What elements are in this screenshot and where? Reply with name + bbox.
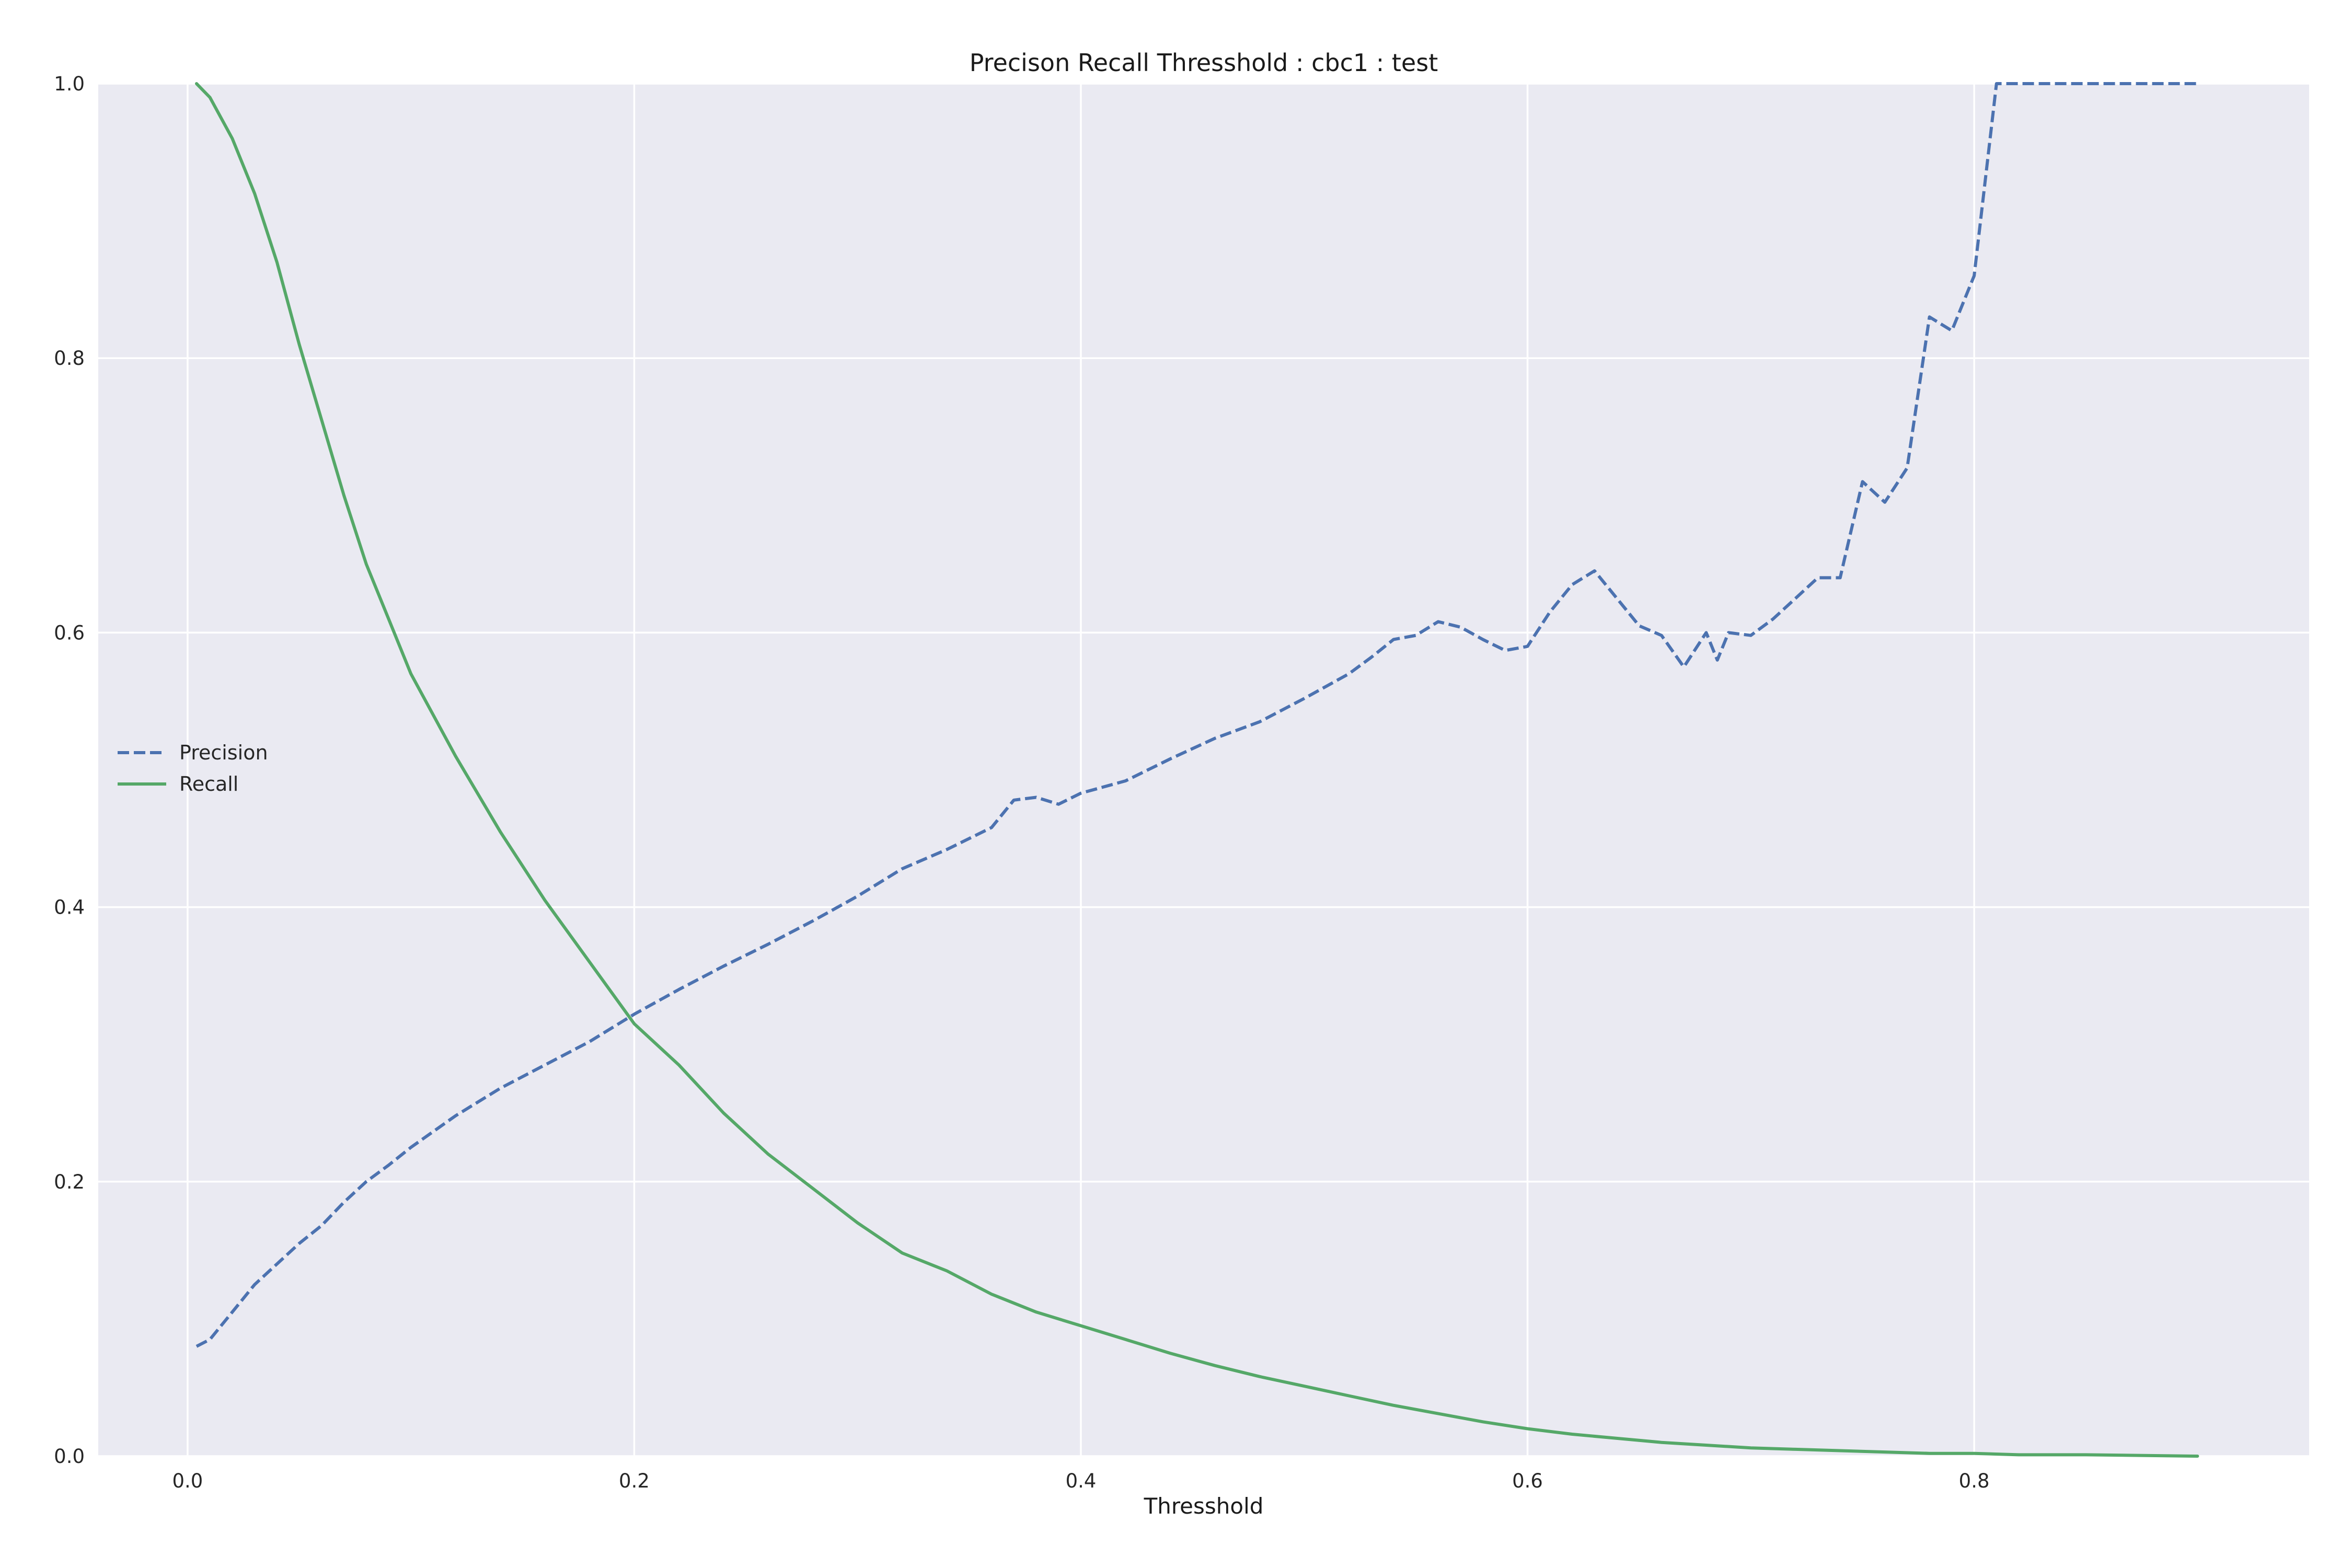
legend-recall-label: Recall xyxy=(179,773,238,795)
y-tick-label: 0.4 xyxy=(54,896,85,919)
x-tick-label: 0.2 xyxy=(619,1470,650,1492)
legend-precision-label: Precision xyxy=(179,741,268,764)
tick-labels: 0.0 0.2 0.4 0.6 0.8 0.0 0.2 0.4 0.6 0.8 1.0 xyxy=(54,73,1989,1492)
x-tick-label: 0.0 xyxy=(172,1470,203,1492)
precision-line xyxy=(195,82,2198,1348)
x-tick-label: 0.8 xyxy=(1959,1470,1990,1492)
y-tick-label: 0.6 xyxy=(54,621,85,644)
recall-line xyxy=(195,82,2199,1458)
series-lines xyxy=(195,82,2199,1458)
x-tick-label: 0.4 xyxy=(1066,1470,1097,1492)
plot-area xyxy=(98,84,2309,1456)
x-tick-label: 0.6 xyxy=(1512,1470,1543,1492)
y-tick-label: 0.8 xyxy=(54,347,85,370)
y-tick-label: 0.0 xyxy=(54,1445,85,1468)
chart-title: Precison Recall Thresshold : cbc1 : test xyxy=(970,49,1438,77)
grid-lines xyxy=(98,83,2309,1457)
x-axis-label: Thresshold xyxy=(1144,1493,1264,1519)
y-tick-label: 1.0 xyxy=(54,73,85,95)
legend: Precision Recall xyxy=(118,741,268,795)
y-tick-label: 0.2 xyxy=(54,1171,85,1193)
